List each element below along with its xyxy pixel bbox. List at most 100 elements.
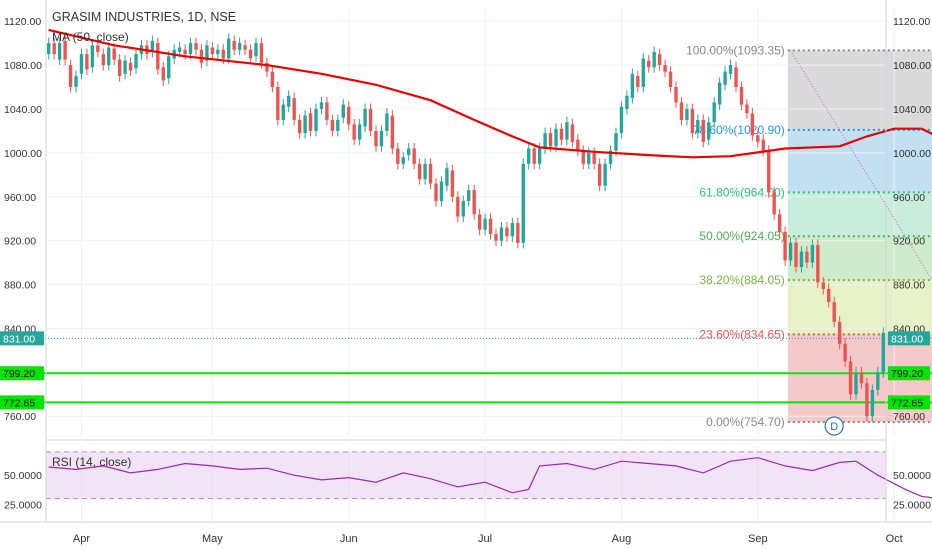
candle-body [472, 190, 476, 215]
candle-body [423, 163, 427, 180]
candle-body [439, 181, 444, 202]
candle-body [548, 133, 553, 147]
time-tick-label: Apr [73, 533, 90, 545]
candle-body [717, 82, 722, 105]
rsi-tick-label-left: 25.0000 [4, 499, 42, 511]
candle-body [608, 150, 613, 164]
candle-body [63, 40, 67, 60]
candle-body [521, 163, 525, 243]
candle-body [848, 361, 853, 395]
fib-level-label: 50.00%(924.05) [699, 229, 784, 243]
candle-body [581, 150, 585, 164]
fib-zone [787, 129, 932, 193]
candle-body [668, 71, 673, 88]
candle-body [57, 43, 62, 60]
candle-body [816, 245, 820, 283]
candle-body [319, 102, 324, 109]
candle-body [167, 56, 171, 79]
rsi-tick-label-right: 50.0000 [893, 470, 931, 482]
time-tick-label: Jun [340, 533, 358, 545]
candle-body [156, 43, 160, 70]
candle-body [761, 139, 765, 151]
candle-body [281, 104, 285, 120]
candle-body [347, 106, 351, 125]
candle-body [450, 170, 455, 197]
time-axis: AprMayJunJulAugSepOctNov [0, 521, 932, 545]
candle-body [865, 383, 869, 417]
candle-body [68, 65, 73, 88]
candle-body [837, 321, 842, 344]
candle-body [297, 119, 302, 134]
candle-body [216, 49, 220, 55]
price-tick-label-right: 960.00 [893, 192, 925, 204]
candle-body [570, 124, 575, 142]
candle-body [47, 43, 51, 55]
candle-body [532, 148, 536, 164]
price-tick-label-right: 1000.00 [893, 148, 931, 160]
time-tick-label: Oct [886, 533, 903, 545]
candle-body [177, 47, 182, 52]
ma-line [48, 28, 932, 159]
candle-body [96, 45, 100, 52]
current-price-badge-bg [888, 331, 930, 346]
candle-body [619, 106, 624, 134]
rsi-panel: 50.0000 50.0000 25.0000 25.0000 [4, 439, 932, 511]
fib-level-label: 0.00%(754.70) [706, 415, 785, 429]
candle-body [685, 108, 689, 120]
candle-body [265, 62, 269, 72]
candle-body [401, 157, 405, 164]
candles [47, 33, 885, 422]
candle-body [445, 168, 449, 186]
candle-body [876, 372, 880, 390]
candle-body [194, 43, 198, 50]
candle-body [565, 122, 569, 140]
candle-body [79, 54, 84, 74]
price-tick-label-left: 1120.00 [4, 16, 41, 28]
candle-body [237, 43, 242, 50]
candle-body [516, 223, 520, 243]
candle-body [292, 97, 296, 120]
candle-body [881, 332, 885, 373]
candle-body [188, 43, 193, 55]
price-tick-label-left: 1000.00 [4, 148, 42, 160]
support-level-badge: 772.65 [891, 397, 923, 409]
fib-level-label: 23.60%(834.65) [699, 327, 784, 341]
candle-body [385, 113, 389, 131]
candle-body [663, 65, 667, 72]
candle-body [576, 139, 580, 151]
fib-zone [787, 50, 932, 130]
candle-body [510, 223, 515, 237]
candle-body [368, 108, 373, 131]
candle-body [330, 119, 335, 131]
candle-body [505, 227, 509, 237]
dividend-marker-circle [824, 416, 844, 436]
candle-body [199, 49, 204, 63]
candle-body [843, 343, 847, 362]
candle-body [674, 87, 678, 103]
candle-body [183, 49, 187, 55]
candle-body [636, 76, 640, 88]
candle-body [379, 130, 384, 147]
candle-body [679, 102, 684, 120]
candle-body [597, 163, 602, 186]
candle-body [701, 119, 705, 142]
price-tick-label-right: 1120.00 [893, 16, 930, 28]
support-level-badge: 799.20 [3, 368, 35, 380]
candle-body [783, 231, 787, 261]
candle-body [603, 163, 607, 186]
price-tick-label-right: 1040.00 [893, 104, 931, 116]
price-tick-label-left: 960.00 [4, 192, 36, 204]
support-level-badge: 772.65 [3, 397, 35, 409]
candle-body [799, 251, 804, 267]
candle-body [270, 71, 275, 88]
candle-body [123, 60, 127, 74]
fib-zone [787, 280, 932, 335]
candle-body [559, 128, 564, 140]
candle-body [854, 372, 858, 395]
candle-body [587, 152, 591, 164]
candle-body [128, 62, 133, 71]
candle-body [647, 60, 651, 68]
candle-body [363, 108, 367, 127]
price-tick-label-left: 1040.00 [4, 104, 42, 116]
